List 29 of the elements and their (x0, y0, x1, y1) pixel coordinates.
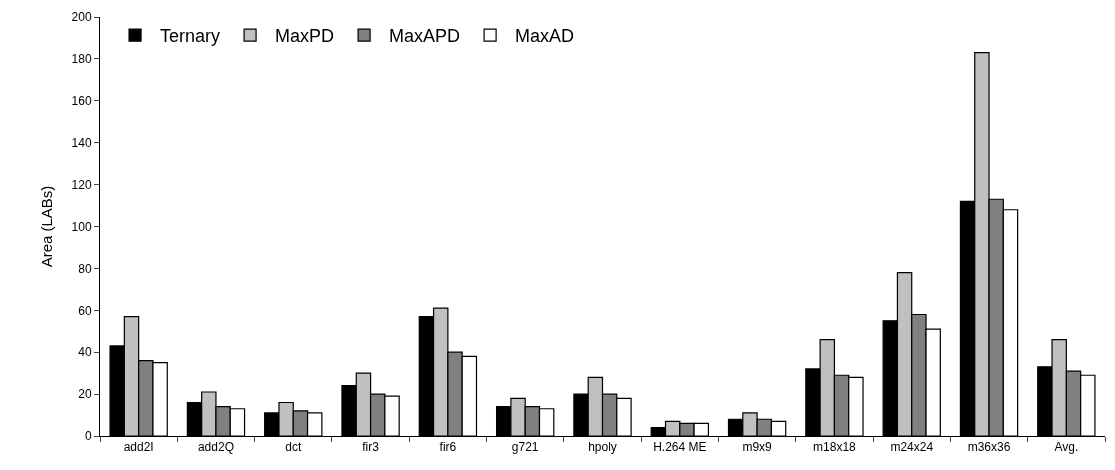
x-tick-label: m18x18 (813, 440, 857, 455)
y-tick-label: 120 (71, 177, 92, 192)
y-tick-label: 20 (78, 387, 92, 402)
x-tick-label: fir6 (439, 440, 457, 455)
x-tick-label: m9x9 (742, 440, 773, 455)
x-tick-label: m36x36 (967, 440, 1011, 455)
y-tick-label: 140 (71, 135, 92, 150)
x-tick-label: H.264 ME (653, 440, 707, 455)
x-tick-label: add2Q (197, 440, 234, 455)
legend-label: Ternary (160, 26, 221, 47)
legend-label: MaxAD (515, 26, 575, 47)
y-tick-label: 80 (78, 261, 92, 276)
x-tick-label: add2I (123, 440, 154, 455)
y-tick-label: 180 (71, 52, 92, 67)
x-tick-label: m24x24 (890, 440, 934, 455)
y-tick-label: 160 (71, 94, 92, 108)
x-tick-label: g721 (511, 440, 539, 455)
x-tick-label: fir3 (362, 440, 380, 455)
y-tick-label: 100 (71, 219, 92, 234)
y-tick-label: 60 (78, 303, 92, 318)
legend-label: MaxPD (275, 26, 335, 47)
x-tick-label: hpoly (588, 440, 617, 455)
y-tick-label: 40 (78, 345, 92, 360)
y-tick-label: 0 (84, 429, 92, 444)
y-tick-label: 200 (71, 10, 92, 25)
x-tick-label: Avg. (1054, 440, 1079, 455)
y-axis-title: Area (LABs) (37, 185, 55, 268)
x-tick-label: dct (285, 440, 302, 455)
legend-label: MaxAPD (389, 26, 461, 47)
